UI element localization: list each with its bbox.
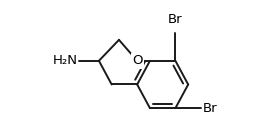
Text: Br: Br [168, 13, 183, 26]
Text: O: O [132, 54, 142, 67]
Text: H₂N: H₂N [53, 54, 78, 67]
Text: Br: Br [203, 102, 217, 115]
Bar [132, 53, 143, 69]
